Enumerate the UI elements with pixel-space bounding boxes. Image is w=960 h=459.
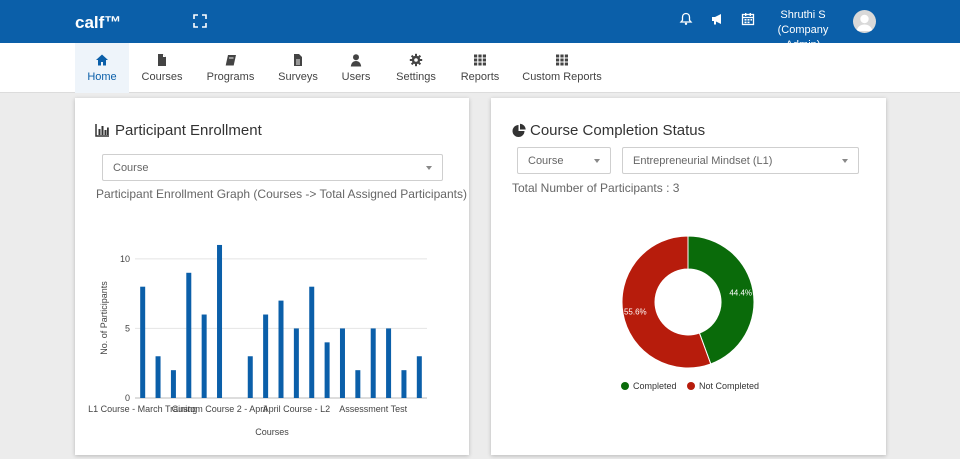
nav-label: Surveys — [278, 71, 318, 83]
x-tick-label: April Course - L2 — [263, 404, 331, 414]
nav-item-custom-reports[interactable]: Custom Reports — [522, 43, 602, 93]
completion-card: Course Completion Status Course Entrepre… — [491, 98, 886, 455]
chart-bar[interactable] — [324, 342, 330, 398]
calendar-icon[interactable] — [741, 12, 755, 26]
bar-chart-icon — [95, 124, 109, 137]
chart-bar[interactable] — [278, 300, 284, 398]
y-tick-label: 0 — [125, 393, 130, 403]
x-axis-label: Courses — [255, 427, 289, 437]
donut-slice[interactable] — [687, 235, 755, 365]
total-participants: Total Number of Participants : 3 — [512, 181, 680, 195]
expand-icon[interactable] — [193, 14, 207, 28]
nav-item-home[interactable]: Home — [75, 43, 129, 93]
book-icon — [225, 55, 236, 66]
x-tick-label: Assessment Test — [339, 404, 407, 414]
top-bar: calf™ Shruthi S (Company Admin) — [0, 0, 960, 51]
chart-bar[interactable] — [309, 286, 315, 398]
select-value: Entrepreneurial Mindset (L1) — [633, 155, 773, 167]
home-icon — [96, 54, 108, 66]
chevron-down-icon — [594, 159, 600, 163]
user-info[interactable]: Shruthi S (Company Admin) — [762, 8, 844, 53]
user-name: Shruthi S — [780, 9, 826, 21]
chart-bar[interactable] — [355, 370, 361, 398]
select-value: Course — [528, 155, 564, 167]
chart-bar[interactable] — [339, 328, 345, 398]
chart-bar[interactable] — [386, 328, 392, 398]
nav-label: Reports — [460, 71, 500, 83]
x-tick-label: Custom Course 2 - April — [172, 404, 268, 414]
nav-label: Programs — [206, 71, 255, 83]
chevron-down-icon — [426, 166, 432, 170]
completion-course-select[interactable]: Entrepreneurial Mindset (L1) — [622, 147, 859, 174]
select-value: Course — [113, 162, 149, 174]
y-tick-label: 10 — [120, 254, 130, 264]
nav-label: Courses — [141, 71, 183, 83]
nav-label: Custom Reports — [522, 71, 602, 83]
enrollment-graph-title: Participant Enrollment Graph (Courses ->… — [96, 187, 467, 201]
main-nav: Home Courses Programs Surveys Users — [0, 43, 960, 93]
x-tick-label: L1 Course - March Training — [88, 404, 197, 414]
legend-label[interactable]: Completed — [633, 381, 677, 391]
y-axis-label: No. of Participants — [99, 281, 109, 355]
nav-label: Home — [87, 71, 117, 83]
enrollment-type-select[interactable]: Course — [102, 154, 443, 181]
nav-item-users[interactable]: Users — [336, 43, 376, 93]
chart-bar[interactable] — [370, 328, 376, 398]
donut-slice[interactable] — [621, 235, 712, 369]
chart-bar[interactable] — [140, 286, 146, 398]
legend-marker — [687, 382, 695, 390]
nav-label: Settings — [396, 71, 436, 83]
nav-item-courses[interactable]: Courses — [136, 43, 188, 93]
chart-bar[interactable] — [217, 244, 223, 398]
enrollment-title: Participant Enrollment — [115, 122, 262, 139]
chart-bar[interactable] — [170, 370, 176, 398]
nav-item-settings[interactable]: Settings — [392, 43, 440, 93]
completion-donut-chart: 44.4% 55.6% Completed Not Completed — [621, 235, 759, 391]
bell-icon[interactable] — [679, 12, 693, 26]
gear-icon — [409, 53, 423, 67]
megaphone-icon[interactable] — [710, 12, 724, 26]
chart-bar[interactable] — [201, 314, 207, 398]
user-icon — [350, 54, 362, 67]
file-icon — [158, 54, 166, 66]
chart-bar[interactable] — [186, 272, 192, 398]
chart-bar[interactable] — [401, 370, 407, 398]
chart-bar[interactable] — [263, 314, 269, 398]
chart-bar[interactable] — [247, 356, 253, 398]
pie-chart-icon — [512, 123, 526, 137]
user-avatar-icon — [856, 14, 873, 31]
chart-bar[interactable] — [416, 356, 422, 398]
document-icon — [294, 54, 302, 66]
chevron-down-icon — [842, 159, 848, 163]
app-logo[interactable]: calf™ — [75, 13, 122, 32]
nav-item-reports[interactable]: Reports — [458, 43, 502, 93]
nav-label: Users — [341, 71, 371, 83]
slice-label: 55.6% — [624, 307, 647, 316]
grid-icon — [474, 54, 486, 66]
completion-type-select[interactable]: Course — [517, 147, 611, 174]
legend-marker — [621, 382, 629, 390]
legend-label[interactable]: Not Completed — [699, 381, 759, 391]
avatar[interactable] — [853, 10, 876, 33]
y-tick-label: 5 — [125, 323, 130, 333]
enrollment-card: Participant Enrollment Course Participan… — [75, 98, 469, 455]
slice-label: 44.4% — [729, 289, 752, 298]
grid-icon — [556, 54, 568, 66]
chart-bar[interactable] — [155, 356, 161, 398]
chart-bar[interactable] — [293, 328, 299, 398]
nav-item-surveys[interactable]: Surveys — [275, 43, 321, 93]
nav-item-programs[interactable]: Programs — [202, 43, 259, 93]
completion-title: Course Completion Status — [530, 122, 706, 139]
